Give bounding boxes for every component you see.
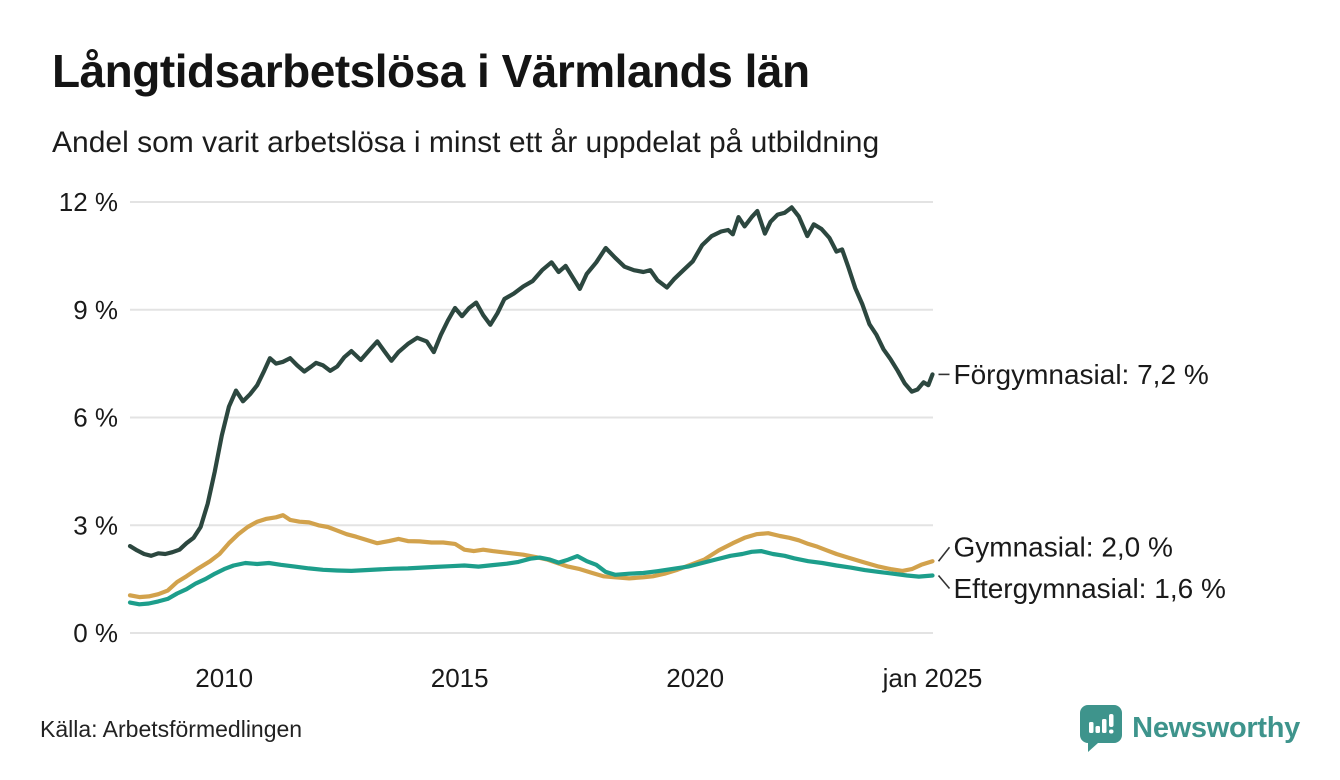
page-title: Långtidsarbetslösa i Värmlands län	[52, 45, 810, 97]
newsworthy-icon	[1080, 705, 1123, 752]
y-tick-label-9: 9 %	[73, 295, 118, 325]
x-tick-label-jan-2025: jan 2025	[882, 663, 983, 693]
source-note: Källa: Arbetsförmedlingen	[40, 716, 303, 742]
series-line-forgymnasial	[127, 205, 935, 558]
newsworthy-logo[interactable]: Newsworthy	[1079, 704, 1300, 752]
y-tick-label-6: 6 %	[73, 403, 118, 433]
series-end-label-gymnasial: Gymnasial: 2,0 %	[954, 532, 1173, 563]
series-line-eftergymnasial	[127, 548, 935, 607]
series-line-gymnasial	[127, 513, 935, 600]
newsworthy-wordmark: Newsworthy	[1132, 711, 1300, 744]
y-tick-label-12: 12 %	[59, 187, 118, 217]
y-tick-label-0: 0 %	[73, 618, 118, 648]
y-tick-label-3: 3 %	[73, 510, 118, 540]
x-tick-label-2020: 2020	[666, 663, 724, 693]
annotation-connector-eftergymnasial	[937, 574, 951, 590]
chart-subtitle: Andel som varit arbetslösa i minst ett å…	[52, 126, 880, 159]
series-end-label-forgymnasial: Förgymnasial: 7,2 %	[954, 359, 1209, 390]
annotation-connector-gymnasial	[937, 546, 951, 562]
series-end-label-eftergymnasial: Eftergymnasial: 1,6 %	[954, 573, 1226, 604]
x-tick-label-2015: 2015	[431, 663, 489, 693]
x-tick-label-2010: 2010	[195, 663, 253, 693]
